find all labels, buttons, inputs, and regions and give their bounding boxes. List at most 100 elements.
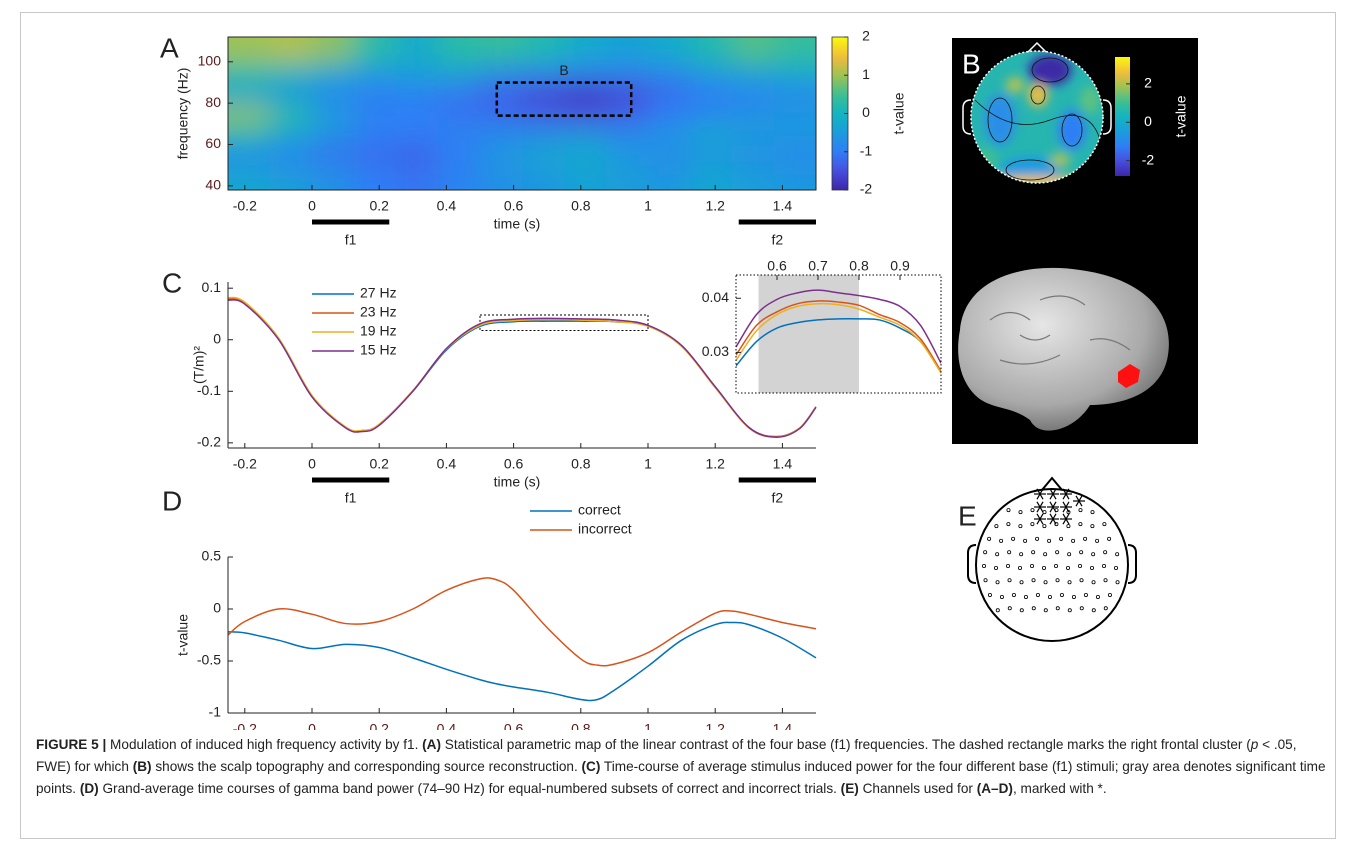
heatmap-cell — [396, 103, 439, 125]
series-line — [736, 289, 941, 364]
caption-run: (E) — [840, 781, 859, 796]
x-tick-label: 0.7 — [808, 258, 828, 274]
heatmap-cell — [522, 123, 565, 146]
colorbar-tick-label: -2 — [1142, 151, 1155, 167]
electrode — [987, 536, 992, 541]
heatmap-cell — [438, 37, 481, 63]
cluster-box — [495, 81, 633, 117]
heatmap-cell — [354, 123, 397, 146]
caption-run: (D) — [79, 781, 99, 796]
electrode — [1059, 592, 1064, 597]
figure-border — [20, 12, 1336, 839]
caption-run: (B) — [132, 759, 152, 774]
x-tick-label: 1.2 — [705, 198, 725, 214]
x-tick-label: -0.2 — [233, 721, 257, 730]
heatmap-cell — [396, 123, 439, 146]
heatmap-cell — [396, 61, 439, 83]
electrode — [1102, 522, 1107, 527]
electrode — [1055, 578, 1060, 583]
heatmap-cell — [270, 144, 313, 166]
heatmap-cell — [228, 61, 271, 83]
electrode — [1055, 606, 1060, 611]
electrode — [1047, 538, 1052, 543]
series-line — [227, 577, 817, 667]
heatmap-cell — [354, 165, 397, 190]
x-tick-label: 0.6 — [504, 456, 524, 472]
caption-run: < .05, FWE) for which — [36, 737, 1301, 774]
electrode — [1079, 550, 1084, 555]
heatmap-cell — [480, 103, 523, 125]
heatmap-cell — [606, 82, 649, 104]
electrode — [995, 608, 1000, 613]
x-tick-label: 0.2 — [369, 198, 389, 214]
heatmap-cell — [732, 37, 775, 63]
caption-run: Modulation of induced high frequency act… — [106, 737, 423, 752]
electrode — [995, 552, 1000, 557]
colorbar — [1115, 57, 1130, 176]
electrode — [994, 524, 999, 529]
colorbar-label: t-value — [1173, 95, 1189, 137]
electrode — [1011, 536, 1016, 541]
x-tick-label: 0 — [308, 721, 316, 730]
electrode — [999, 594, 1004, 599]
asterisk-stroke — [1049, 513, 1057, 525]
electrode — [1023, 594, 1028, 599]
heatmap-cell — [648, 123, 691, 146]
heatmap-cell — [354, 61, 397, 83]
marked-channel — [1034, 488, 1046, 500]
electrode — [1031, 578, 1036, 583]
electrode — [1090, 566, 1095, 571]
electrode — [1066, 524, 1071, 529]
electrode — [1078, 508, 1083, 513]
asterisk-stroke — [1062, 501, 1070, 513]
electrode — [1091, 580, 1096, 585]
x-axis-label: time (s) — [494, 474, 541, 490]
y-tick-label: 60 — [205, 135, 221, 151]
x-axis-label: time (s) — [494, 216, 541, 232]
heatmap-cell — [774, 123, 816, 146]
heatmap-cell — [480, 82, 523, 104]
heatmap-cell — [564, 123, 607, 146]
asterisk-stroke — [1075, 495, 1083, 507]
asterisk-stroke — [1062, 513, 1070, 525]
heatmap-cell — [564, 82, 607, 104]
x-tick-label: 0.6 — [767, 258, 787, 274]
heatmap-cell — [564, 103, 607, 125]
heatmap-cell — [228, 37, 271, 63]
heatmap-cell — [270, 61, 313, 83]
y-tick-label: -0.1 — [197, 382, 221, 398]
heatmap-cell — [564, 165, 607, 190]
asterisk-stroke — [1036, 501, 1044, 513]
asterisk-stroke — [1049, 501, 1057, 513]
electrode — [995, 580, 1000, 585]
electrode — [1067, 608, 1072, 613]
heatmap-cell — [354, 103, 397, 125]
electrode — [1042, 566, 1047, 571]
heatmap-cell — [480, 123, 523, 146]
legend-label: 27 Hz — [360, 285, 397, 301]
heatmap-cell — [564, 144, 607, 166]
heatmap-cell — [690, 37, 733, 63]
electrode — [983, 578, 988, 583]
legend-label: incorrect — [578, 521, 632, 537]
heatmap-cell — [774, 144, 816, 166]
electrode — [1035, 592, 1040, 597]
asterisk-stroke — [1049, 488, 1057, 500]
electrode — [1095, 594, 1100, 599]
electrode — [1103, 550, 1108, 555]
y-axis-label: t-value — [175, 614, 191, 656]
y-tick-label: 0.5 — [202, 548, 222, 564]
electrode — [1071, 594, 1076, 599]
y-tick-label: -1 — [209, 704, 222, 720]
caption-run: (A–D) — [976, 781, 1013, 796]
heatmap-cell — [648, 144, 691, 166]
heatmap-cell — [438, 82, 481, 104]
caption-run: shows the scalp topography and correspon… — [151, 759, 582, 774]
x-tick-label: 1.4 — [773, 721, 793, 730]
electrode-map — [967, 476, 1137, 642]
y-tick-label: 80 — [205, 94, 221, 110]
heatmap-cell — [606, 144, 649, 166]
heatmap-cell — [774, 82, 816, 104]
x-tick-label: 1.4 — [773, 456, 793, 472]
